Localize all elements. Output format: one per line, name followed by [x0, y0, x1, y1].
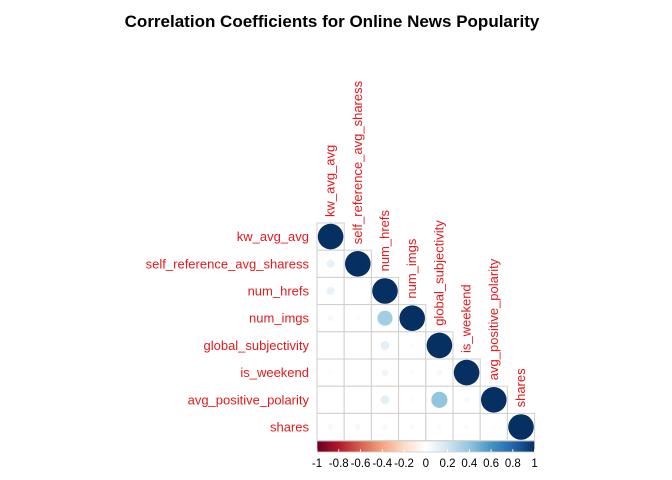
- correlation-circle-shares-kw_avg_avg: [327, 424, 334, 430]
- column-labels: kw_avg_avg self_reference_avg_sharess num_…: [323, 80, 528, 407]
- colorbar-tick-label: 1: [531, 458, 537, 470]
- column-label-global_subjectivity: global_subjectivity: [431, 220, 446, 326]
- correlation-circle-num_imgs-self_reference_avg_sharess: [355, 316, 360, 321]
- colorbar-tick-label: 0.2: [440, 458, 456, 470]
- correlation-circle-avg_positive_polarity-avg_positive_polarity: [481, 387, 507, 413]
- colorbar-tick-label: 0.4: [461, 458, 478, 470]
- matrix-cell: [316, 385, 345, 414]
- correlation-circle-num_imgs-num_imgs: [399, 305, 426, 332]
- correlation-circle-shares-shares: [508, 414, 534, 440]
- correlation-circle-shares-self_reference_avg_sharess: [354, 424, 361, 430]
- correlation-circle-kw_avg_avg-kw_avg_avg: [317, 223, 344, 250]
- column-label-kw_avg_avg: kw_avg_avg: [323, 145, 338, 217]
- correlation-circle-avg_positive_polarity-is_weekend: [463, 396, 470, 403]
- column-label-self_reference_avg_sharess: self_reference_avg_sharess: [350, 80, 365, 244]
- row-label-num_hrefs: num_hrefs: [248, 284, 310, 299]
- column-label-shares: shares: [513, 368, 528, 408]
- correlation-circle-is_weekend-global_subjectivity: [436, 369, 443, 376]
- correlation-circle-is_weekend-num_imgs: [410, 370, 415, 375]
- colorbar-tick-label: -0.8: [329, 458, 349, 470]
- colorbar-tick-label: 0: [423, 458, 429, 470]
- correlation-circle-avg_positive_polarity-num_hrefs: [380, 395, 390, 405]
- chart-title: Correlation Coefficients for Online News…: [125, 12, 540, 31]
- row-label-shares: shares: [270, 420, 310, 435]
- correlation-circle-global_subjectivity-kw_avg_avg: [328, 343, 333, 348]
- row-label-num_imgs: num_imgs: [249, 311, 309, 326]
- correlation-circle-avg_positive_polarity-num_imgs: [410, 397, 415, 402]
- matrix-cell: [398, 331, 427, 360]
- correlation-circle-shares-num_imgs: [409, 424, 415, 430]
- correlation-circle-self_reference_avg_sharess-kw_avg_avg: [326, 259, 335, 268]
- correlation-circle-self_reference_avg_sharess-self_reference_avg_sharess: [345, 250, 371, 277]
- correlation-circle-num_hrefs-num_hrefs: [372, 278, 398, 304]
- correlation-circle-is_weekend-num_hrefs: [381, 369, 389, 376]
- colorbar-tick-label: 0.8: [505, 458, 521, 470]
- matrix-cell: [343, 304, 372, 333]
- correlation-circle-num_hrefs-kw_avg_avg: [326, 286, 335, 296]
- row-label-global_subjectivity: global_subjectivity: [203, 338, 309, 353]
- correlation-circle-is_weekend-self_reference_avg_sharess: [355, 370, 360, 375]
- row-labels: kw_avg_avg self_reference_avg_sharess num_…: [146, 229, 310, 434]
- column-label-avg_positive_polarity: avg_positive_polarity: [486, 258, 501, 380]
- column-label-num_hrefs: num_hrefs: [377, 209, 392, 271]
- correlation-circle-global_subjectivity-self_reference_avg_sharess: [355, 343, 360, 348]
- correlation-circle-num_imgs-kw_avg_avg: [327, 315, 334, 322]
- correlation-circle-is_weekend-kw_avg_avg: [328, 370, 333, 375]
- colorbar-tick-label: -0.6: [351, 458, 371, 470]
- correlation-circle-global_subjectivity-num_hrefs: [380, 340, 390, 350]
- correlation-circle-avg_positive_polarity-global_subjectivity: [431, 391, 448, 408]
- row-label-self_reference_avg_sharess: self_reference_avg_sharess: [146, 256, 310, 271]
- correlation-circle-shares-global_subjectivity: [437, 424, 442, 430]
- correlation-circle-num_hrefs-self_reference_avg_sharess: [355, 288, 360, 294]
- correlation-circle-shares-num_hrefs: [382, 424, 388, 430]
- colorbar-tick-label: -0.2: [394, 458, 414, 470]
- correlation-circle-num_imgs-num_hrefs: [377, 310, 393, 326]
- column-label-is_weekend: is_weekend: [459, 284, 474, 353]
- correlation-circle-avg_positive_polarity-self_reference_avg_sharess: [355, 397, 360, 402]
- colorbar-tick-label: -1: [312, 458, 322, 470]
- correlation-circle-global_subjectivity-global_subjectivity: [426, 332, 453, 359]
- colorbar-legend: -1 -0.8 -0.6 -0.4 -0.2 0 0.2 0.4 0.6 0.8 1: [312, 440, 538, 470]
- colorbar-tick-label: -0.4: [372, 458, 392, 470]
- correlation-circle-is_weekend-is_weekend: [453, 359, 480, 386]
- row-label-kw_avg_avg: kw_avg_avg: [237, 229, 309, 244]
- colorbar-tick-label: 0.6: [483, 458, 499, 470]
- correlation-circle-shares-is_weekend: [464, 424, 469, 430]
- correlation-circle-global_subjectivity-num_imgs: [410, 343, 415, 348]
- row-label-avg_positive_polarity: avg_positive_polarity: [188, 392, 310, 407]
- column-label-num_imgs: num_imgs: [404, 238, 419, 298]
- matrix-cells: [317, 223, 534, 440]
- correlation-circle-shares-avg_positive_polarity: [491, 424, 496, 430]
- row-label-is_weekend: is_weekend: [240, 365, 309, 380]
- correlation-circle-avg_positive_polarity-kw_avg_avg: [328, 397, 333, 402]
